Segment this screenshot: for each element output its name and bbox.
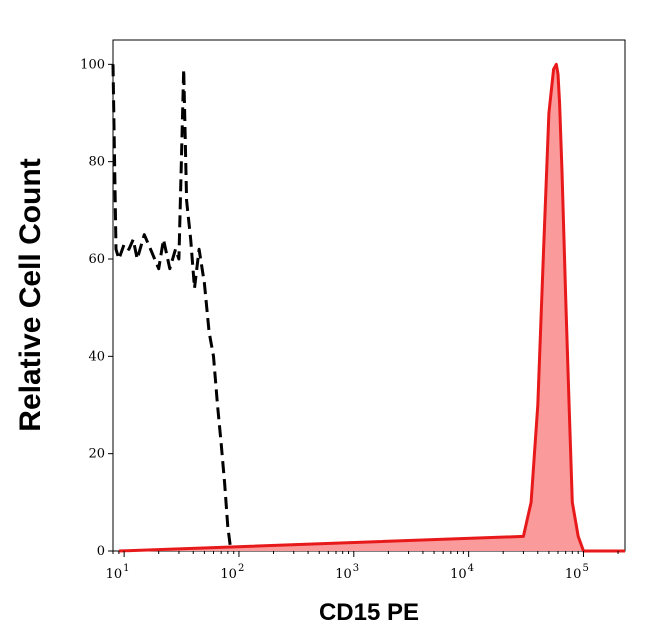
series-line-0 — [111, 64, 233, 552]
series-layer — [111, 62, 626, 553]
y-tick-label-100: 100 — [80, 57, 105, 72]
x-tick-label-100000: 10 5 — [565, 563, 589, 582]
y-tick-label-40: 40 — [88, 349, 105, 364]
x-tick-exponent: 4 — [468, 563, 474, 574]
y-tick-label-20: 20 — [88, 447, 105, 462]
series-line-1 — [118, 62, 625, 553]
y-axis-label: Relative Cell Count — [14, 158, 47, 431]
y-tick-label-80: 80 — [88, 155, 105, 170]
y-tick-label-60: 60 — [88, 252, 105, 267]
y-tick-label-0: 0 — [97, 544, 105, 559]
x-tick-base: 10 — [220, 567, 237, 582]
x-tick-label-10: 10 1 — [106, 563, 130, 582]
x-tick-label-10000: 10 4 — [450, 563, 474, 582]
x-tick-exponent: 1 — [123, 563, 129, 574]
x-tick-base: 10 — [106, 567, 123, 582]
x-tick-exponent: 5 — [582, 563, 588, 574]
x-tick-label-1000: 10 3 — [335, 563, 359, 582]
x-axis-label: CD15 PE — [319, 599, 419, 626]
x-tick-label-100: 10 2 — [220, 563, 244, 582]
x-tick-base: 10 — [565, 567, 582, 582]
x-tick-base: 10 — [335, 567, 352, 582]
x-tick-exponent: 3 — [353, 563, 359, 574]
x-tick-base: 10 — [450, 567, 467, 582]
x-tick-exponent: 2 — [238, 563, 244, 574]
